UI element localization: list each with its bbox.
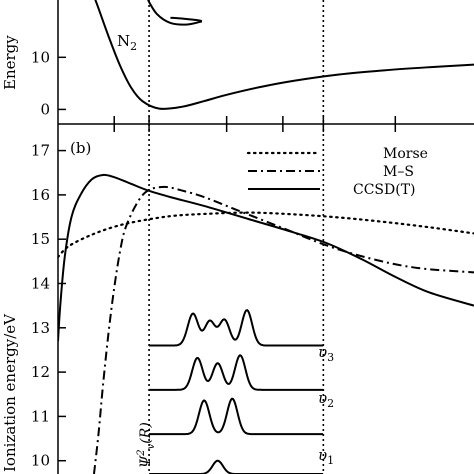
legend: Morse M–S CCSD(T)	[246, 146, 428, 198]
wavefunction-group	[149, 308, 324, 474]
panel-b-ytick-label-10: 10	[31, 452, 50, 470]
legend-label-ccsdt: CCSD(T)	[353, 182, 416, 198]
panel-a-ytick-label-0: 0	[40, 100, 50, 118]
panel-a-line-upper-loop-lower	[147, 0, 203, 26]
panel-a-series-group	[94, 0, 474, 110]
panel-b-line-morse	[58, 211, 474, 259]
panel-b-label: (b)	[70, 139, 91, 157]
wavefunction-v2	[149, 354, 324, 391]
level-label-v2: υ2	[318, 389, 334, 410]
panel-a-ytick-label-10: 10	[31, 48, 50, 66]
panel-b-ytick-label-15: 15	[31, 230, 50, 248]
wavefunction-v3	[149, 308, 324, 347]
psi-squared-label: Ψ2v(R)	[136, 422, 157, 468]
wavefunction-v1	[149, 397, 324, 436]
panel-b-line-m-s	[92, 185, 474, 474]
panel-a-reference-lines	[148, 0, 325, 124]
panel-b-y-axis-label: Ionization energy/eV	[1, 313, 19, 472]
panel-b-y-ticks: 10 11 12 13 14 15 16 17	[31, 142, 66, 470]
shared-x-ticks	[113, 116, 397, 132]
panel-a-y-axis-label: Energy	[1, 35, 19, 90]
panel-b-line-ccsd-t	[58, 173, 474, 342]
legend-label-morse: Morse	[383, 146, 428, 162]
panel-b-ytick-label-13: 13	[31, 319, 50, 337]
panel-b-ytick-label-12: 12	[31, 363, 50, 381]
panel-a-y-ticks: 0 10	[31, 48, 66, 118]
panel-b-ytick-label-16: 16	[31, 186, 50, 204]
panel-a-line-upper-loop-upper	[170, 16, 203, 23]
panel-b-series-group	[58, 173, 474, 474]
level-label-v1: υ1	[318, 446, 334, 467]
panel-a-annotation-n2: N2	[117, 32, 137, 53]
level-label-v3: υ3	[318, 343, 334, 364]
wavefunction-v0	[149, 459, 324, 474]
panel-b-ytick-label-11: 11	[31, 407, 50, 425]
panel-b-ionization-plot: 10 11 12 13 14 15 16 17 (b) Ionization energy/e…	[1, 124, 474, 474]
panel-a-line-n2-ground	[94, 0, 474, 110]
panel-b-ytick-label-17: 17	[31, 142, 50, 160]
legend-label-ms: M–S	[383, 164, 414, 180]
panel-a-energy-plot: 0 10 N2 Energy	[1, 0, 474, 124]
panel-b-reference-lines	[148, 124, 325, 474]
panel-b-ytick-label-14: 14	[31, 274, 50, 292]
